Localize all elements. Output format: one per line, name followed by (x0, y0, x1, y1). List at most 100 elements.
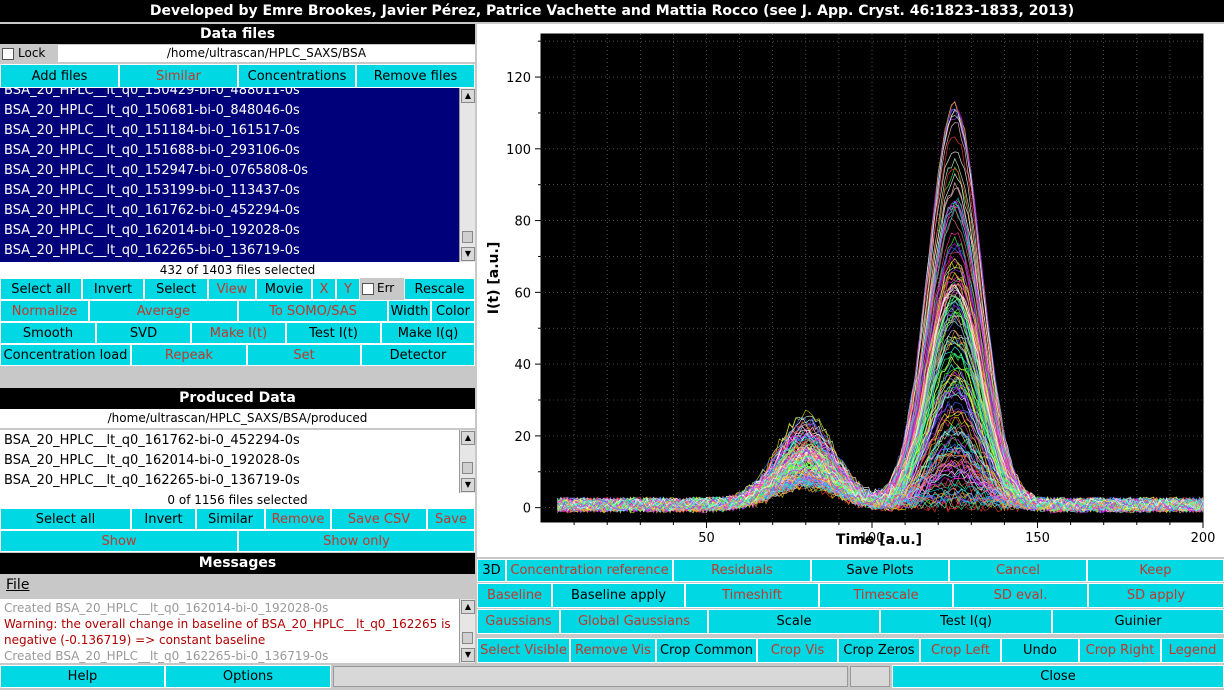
file-menu[interactable]: File (6, 577, 30, 593)
global-gaussians-button[interactable]: Global Gaussians (560, 609, 708, 634)
set-button[interactable]: Set (247, 344, 361, 366)
concentration-reference-button[interactable]: Concentration reference (506, 559, 673, 582)
scroll-down-icon[interactable]: ▼ (461, 247, 475, 261)
svd-button[interactable]: SVD (96, 322, 191, 344)
sd-apply-button[interactable]: SD apply (1088, 583, 1224, 608)
produced-save-button[interactable]: Save (427, 508, 475, 530)
select-all-button[interactable]: Select all (0, 278, 82, 300)
chart[interactable]: 50 100 150 200 0 20 40 60 80 100 120 Time [a.u.] I… (477, 24, 1224, 557)
crop-zeros-button[interactable]: Crop Zeros (838, 638, 920, 663)
cancel-button[interactable]: Cancel (949, 559, 1087, 582)
list-item[interactable]: BSA_20_HPLC__lt_q0_152947-bi-0_0765808-0… (4, 163, 309, 178)
list-item[interactable]: BSA_20_HPLC__lt_q0_151184-bi-0_161517-0s (4, 123, 300, 138)
baseline-button[interactable]: Baseline (477, 583, 552, 608)
rescale-button[interactable]: Rescale (404, 278, 475, 300)
select-visible-button[interactable]: Select Visible (477, 638, 570, 663)
color-button[interactable]: Color (431, 300, 475, 322)
list-item[interactable]: BSA_20_HPLC__lt_q0_162265-bi-0_136719-0s (4, 473, 300, 488)
crop-right-button[interactable]: Crop Right (1079, 638, 1161, 663)
gaussians-button[interactable]: Gaussians (477, 609, 560, 634)
scroll-down-icon[interactable]: ▼ (461, 648, 475, 662)
detector-button[interactable]: Detector (361, 344, 475, 366)
close-button[interactable]: Close (892, 665, 1224, 688)
to-somo-sas-button[interactable]: To SOMO/SAS (238, 300, 388, 322)
produced-similar-button[interactable]: Similar (196, 508, 265, 530)
test-it-button[interactable]: Test I(t) (286, 322, 381, 344)
legend-button[interactable]: Legend (1161, 638, 1224, 663)
undo-button[interactable]: Undo (1001, 638, 1079, 663)
select-button[interactable]: Select (144, 278, 208, 300)
scroll-thumb[interactable] (462, 462, 473, 474)
crop-left-button[interactable]: Crop Left (920, 638, 1001, 663)
err-checkbox[interactable] (362, 283, 374, 295)
guinier-button[interactable]: Guinier (1052, 609, 1224, 634)
list-item[interactable]: BSA_20_HPLC__lt_q0_161762-bi-0_452294-0s (4, 203, 300, 218)
scroll-up-icon[interactable]: ▲ (461, 89, 475, 103)
crop-common-button[interactable]: Crop Common (656, 638, 757, 663)
residuals-button[interactable]: Residuals (673, 559, 811, 582)
show-button[interactable]: Show (0, 530, 238, 552)
remove-files-button[interactable]: Remove files (356, 64, 475, 88)
plot-axes: 50 100 150 200 0 20 40 60 80 100 120 (506, 34, 1215, 546)
x-button[interactable]: X (312, 278, 336, 300)
baseline-apply-button[interactable]: Baseline apply (552, 583, 685, 608)
list-item[interactable]: BSA_20_HPLC__lt_q0_150429-bi-0_488011-0s (4, 88, 300, 98)
remove-vis-button[interactable]: Remove Vis (570, 638, 656, 663)
plot-curves (557, 100, 1204, 514)
list-item[interactable]: BSA_20_HPLC__lt_q0_161762-bi-0_452294-0s (4, 433, 300, 448)
data-files-list[interactable]: BSA_20_HPLC__lt_q0_150429-bi-0_488011-0s… (0, 88, 475, 262)
list-item[interactable]: BSA_20_HPLC__lt_q0_151688-bi-0_293106-0s (4, 143, 300, 158)
crop-vis-button[interactable]: Crop Vis (757, 638, 838, 663)
scroll-up-icon[interactable]: ▲ (461, 431, 475, 445)
scale-button[interactable]: Scale (708, 609, 880, 634)
produced-invert-button[interactable]: Invert (131, 508, 196, 530)
save-plots-button[interactable]: Save Plots (811, 559, 949, 582)
list-item[interactable]: BSA_20_HPLC__lt_q0_153199-bi-0_113437-0s (4, 183, 300, 198)
messages-box: Created BSA_20_HPLC__lt_q0_162014-bi-0_1… (0, 599, 475, 663)
sd-eval-button[interactable]: SD eval. (953, 583, 1088, 608)
save-csv-button[interactable]: Save CSV (331, 508, 427, 530)
timescale-button[interactable]: Timescale (819, 583, 953, 608)
produced-data-list[interactable]: BSA_20_HPLC__lt_q0_161762-bi-0_452294-0s… (0, 430, 475, 493)
make-iq-button[interactable]: Make I(q) (381, 322, 475, 344)
list-item[interactable]: BSA_20_HPLC__lt_q0_162265-bi-0_136719-0s (4, 243, 300, 258)
smooth-button[interactable]: Smooth (0, 322, 96, 344)
y-tick-label: 20 (514, 430, 531, 445)
produced-remove-button[interactable]: Remove (265, 508, 331, 530)
help-button[interactable]: Help (0, 665, 165, 688)
concentration-load-button[interactable]: Concentration load (0, 344, 131, 366)
options-button[interactable]: Options (165, 665, 331, 688)
normalize-button[interactable]: Normalize (0, 300, 89, 322)
list-item[interactable]: BSA_20_HPLC__lt_q0_162014-bi-0_192028-0s (4, 223, 300, 238)
3d-button[interactable]: 3D (477, 559, 506, 582)
scroll-thumb[interactable] (462, 632, 473, 644)
list-item[interactable]: BSA_20_HPLC__lt_q0_150681-bi-0_848046-0s (4, 103, 300, 118)
test-iq-button[interactable]: Test I(q) (880, 609, 1052, 634)
produced-select-all-button[interactable]: Select all (0, 508, 131, 530)
show-only-button[interactable]: Show only (238, 530, 475, 552)
repeak-button[interactable]: Repeak (131, 344, 247, 366)
lock-checkbox[interactable] (2, 48, 14, 60)
invert-button[interactable]: Invert (82, 278, 144, 300)
width-button[interactable]: Width (388, 300, 431, 322)
x-tick-label: 150 (1025, 531, 1050, 546)
movie-button[interactable]: Movie (256, 278, 312, 300)
average-button[interactable]: Average (89, 300, 238, 322)
scroll-down-icon[interactable]: ▼ (461, 478, 475, 492)
add-files-button[interactable]: Add files (0, 64, 119, 88)
y-button[interactable]: Y (336, 278, 360, 300)
keep-button[interactable]: Keep (1087, 559, 1224, 582)
y-tick-label: 120 (506, 71, 531, 86)
data-files-scrollbar[interactable]: ▲ ▼ (459, 88, 475, 262)
scroll-up-icon[interactable]: ▲ (461, 600, 475, 614)
timeshift-button[interactable]: Timeshift (685, 583, 819, 608)
make-it-button[interactable]: Make I(t) (191, 322, 286, 344)
list-item[interactable]: BSA_20_HPLC__lt_q0_162014-bi-0_192028-0s (4, 453, 300, 468)
similar-button[interactable]: Similar (119, 64, 238, 88)
view-button[interactable]: View (208, 278, 256, 300)
scroll-thumb[interactable] (462, 231, 473, 243)
status-field (850, 666, 890, 687)
produced-data-scrollbar[interactable]: ▲ ▼ (459, 430, 475, 493)
messages-scrollbar[interactable]: ▲ ▼ (459, 599, 475, 663)
concentrations-button[interactable]: Concentrations (238, 64, 356, 88)
